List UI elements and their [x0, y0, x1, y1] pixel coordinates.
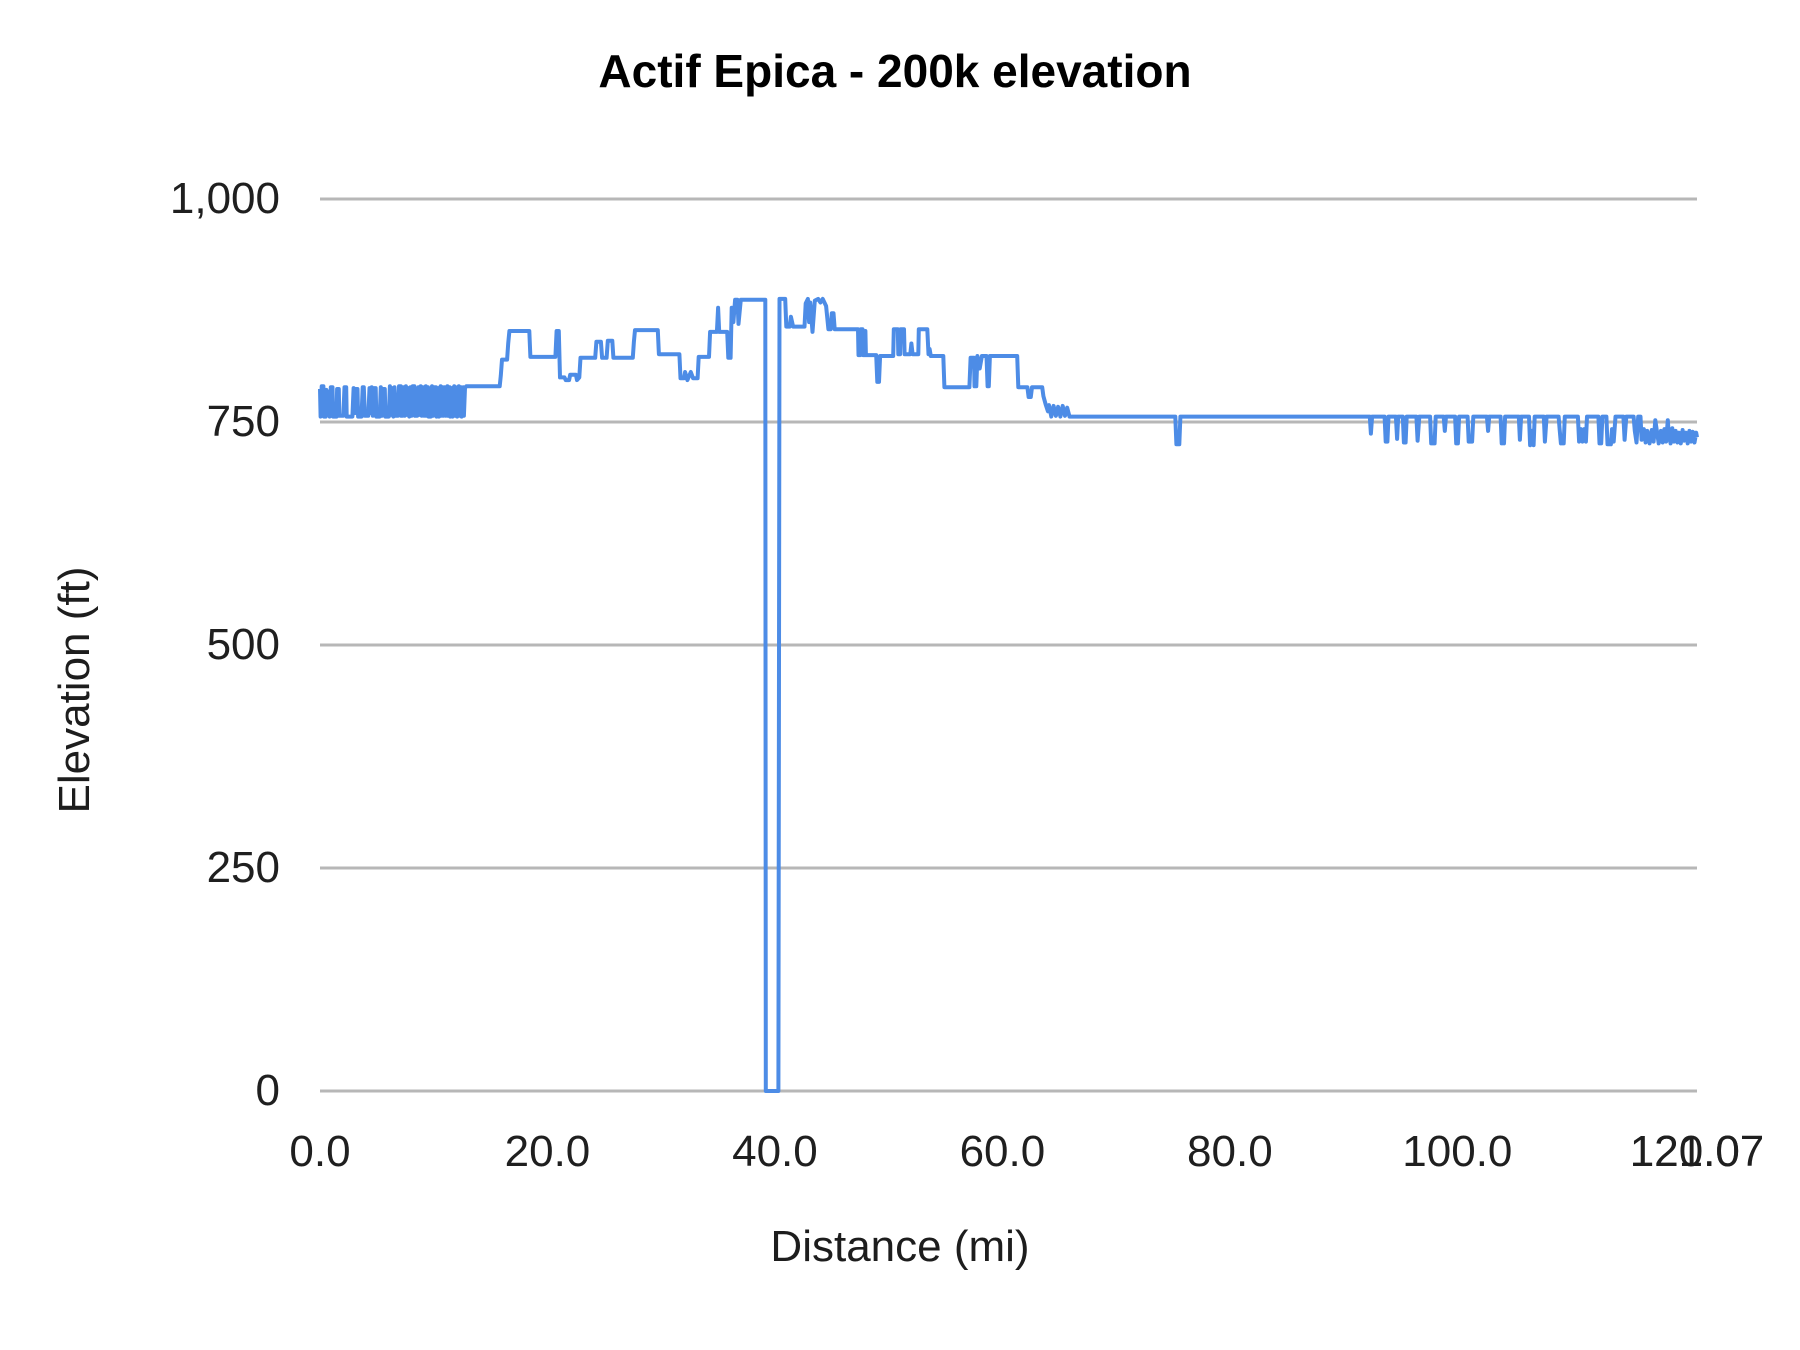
y-tick-label: 1,000 — [169, 174, 280, 223]
x-tick-label: 20.0 — [504, 1127, 591, 1176]
x-tick-label: 40.0 — [732, 1127, 818, 1176]
y-tick-label: 500 — [206, 620, 280, 669]
chart-title: Actif Epica - 200k elevation — [598, 45, 1192, 97]
y-tick-label: 250 — [206, 843, 280, 892]
x-tick-label: 100.0 — [1402, 1127, 1513, 1176]
x-tick-label: 0.0 — [289, 1127, 351, 1176]
y-tick-label: 0 — [255, 1066, 280, 1115]
y-axis-title: Elevation (ft) — [50, 566, 99, 814]
x-tick-label: 121.07 — [1629, 1127, 1765, 1176]
series-line — [318, 296, 1699, 1093]
x-axis-title: Distance (mi) — [770, 1222, 1030, 1271]
y-tick-label: 750 — [206, 397, 280, 446]
x-tick-label: 60.0 — [959, 1127, 1046, 1176]
x-tick-label: 80.0 — [1187, 1127, 1273, 1176]
x-tick-label: 120.0 — [1629, 1127, 1740, 1176]
